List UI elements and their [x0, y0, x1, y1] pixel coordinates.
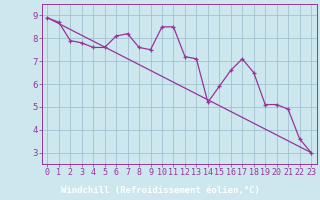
Text: Windchill (Refroidissement éolien,°C): Windchill (Refroidissement éolien,°C) [60, 186, 260, 196]
